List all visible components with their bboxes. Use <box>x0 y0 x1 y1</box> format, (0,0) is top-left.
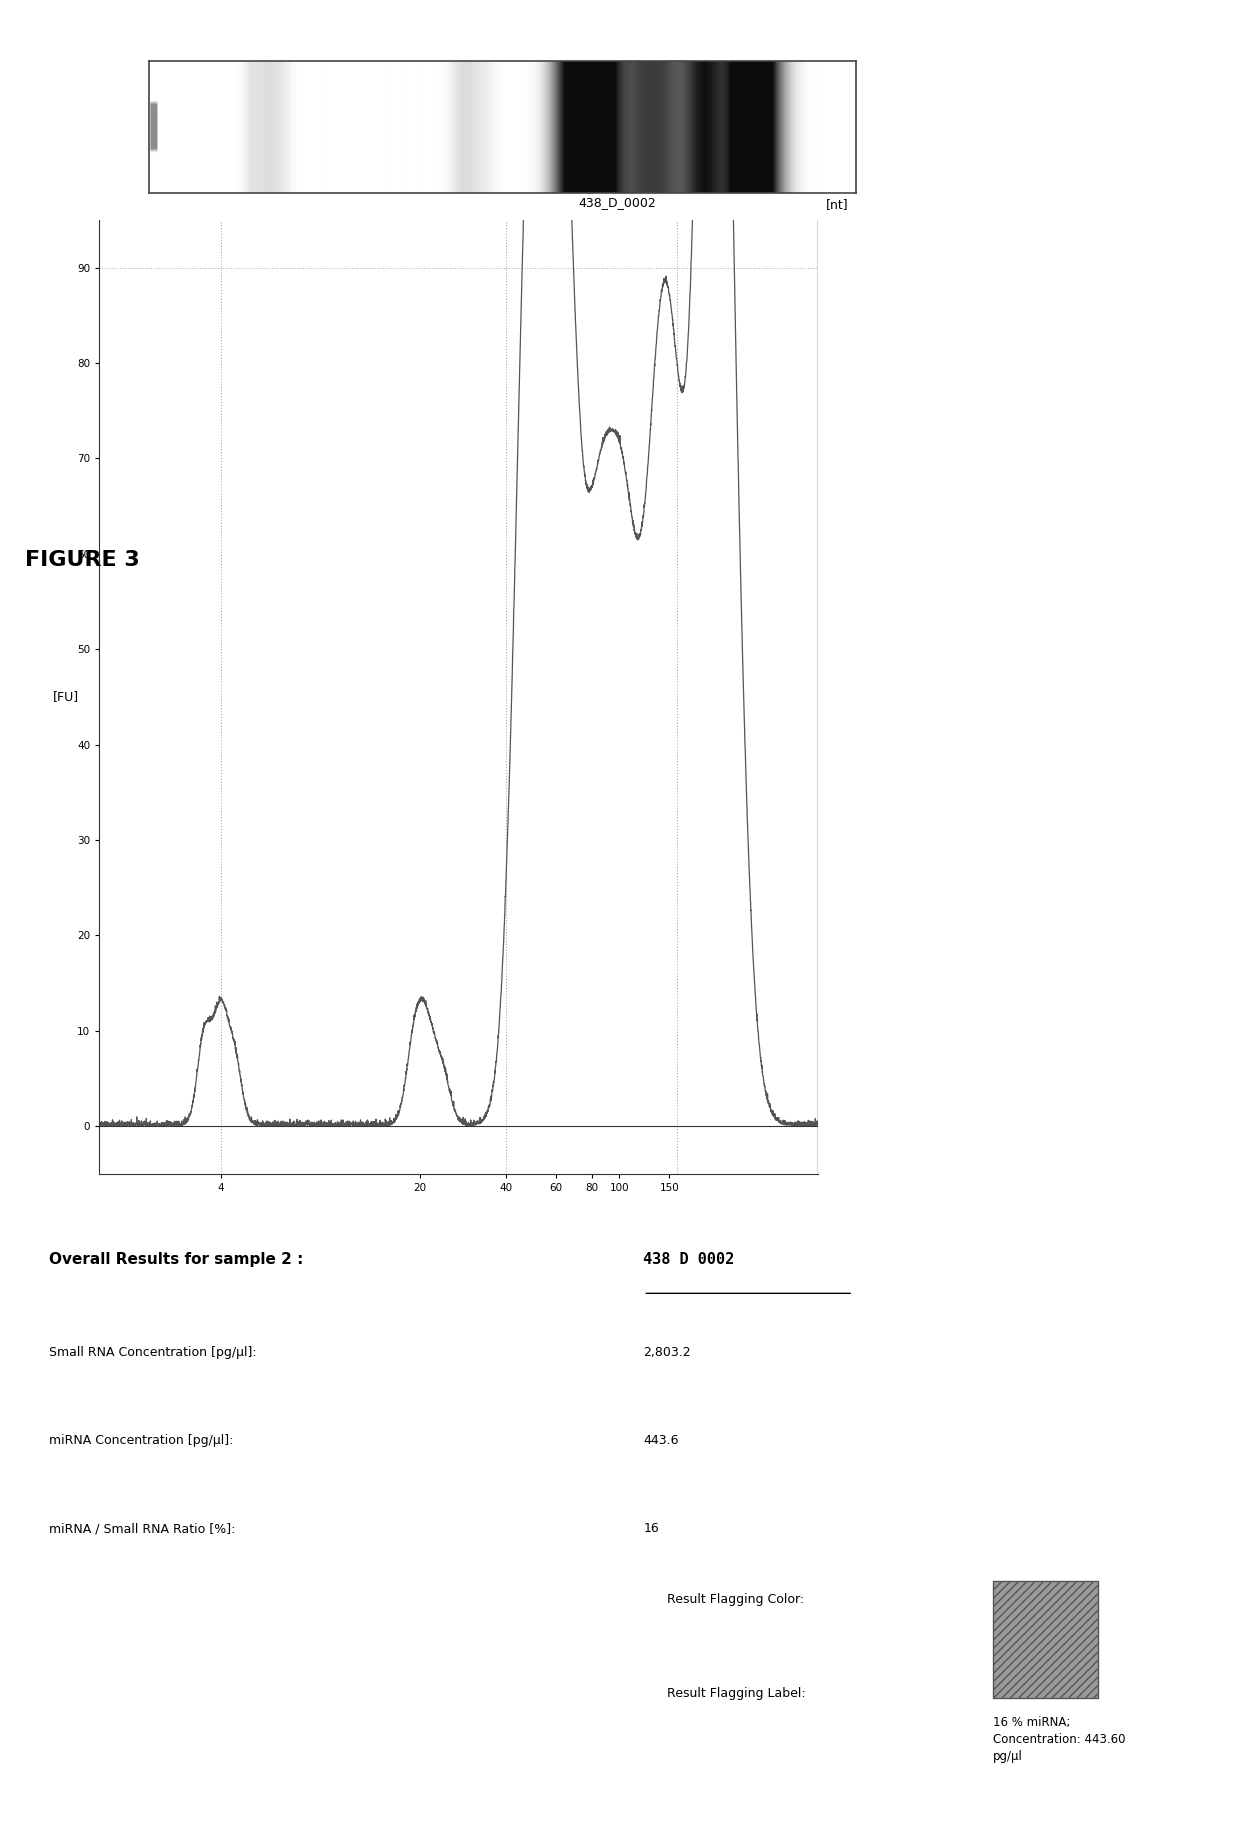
Y-axis label: [FU]: [FU] <box>53 690 79 704</box>
Text: 438 D 0002: 438 D 0002 <box>644 1253 734 1267</box>
Text: 443.6: 443.6 <box>644 1434 678 1447</box>
Text: 16 % miRNA;
Concentration: 443.60
pg/µl: 16 % miRNA; Concentration: 443.60 pg/µl <box>993 1717 1126 1762</box>
Text: Result Flagging Color:: Result Flagging Color: <box>667 1592 804 1605</box>
Text: 16: 16 <box>644 1522 660 1535</box>
Text: 438_D_0002: 438_D_0002 <box>578 196 656 209</box>
Text: FIGURE 3: FIGURE 3 <box>25 550 140 570</box>
Text: 2,803.2: 2,803.2 <box>644 1346 691 1359</box>
Text: Result Flagging Label:: Result Flagging Label: <box>667 1687 805 1700</box>
Text: Small RNA Concentration [pg/µl]:: Small RNA Concentration [pg/µl]: <box>48 1346 257 1359</box>
FancyBboxPatch shape <box>993 1581 1097 1698</box>
Text: Overall Results for sample 2 :: Overall Results for sample 2 : <box>48 1253 304 1267</box>
Text: [nt]: [nt] <box>826 198 848 211</box>
Text: miRNA Concentration [pg/µl]:: miRNA Concentration [pg/µl]: <box>48 1434 233 1447</box>
Text: miRNA / Small RNA Ratio [%]:: miRNA / Small RNA Ratio [%]: <box>48 1522 236 1535</box>
